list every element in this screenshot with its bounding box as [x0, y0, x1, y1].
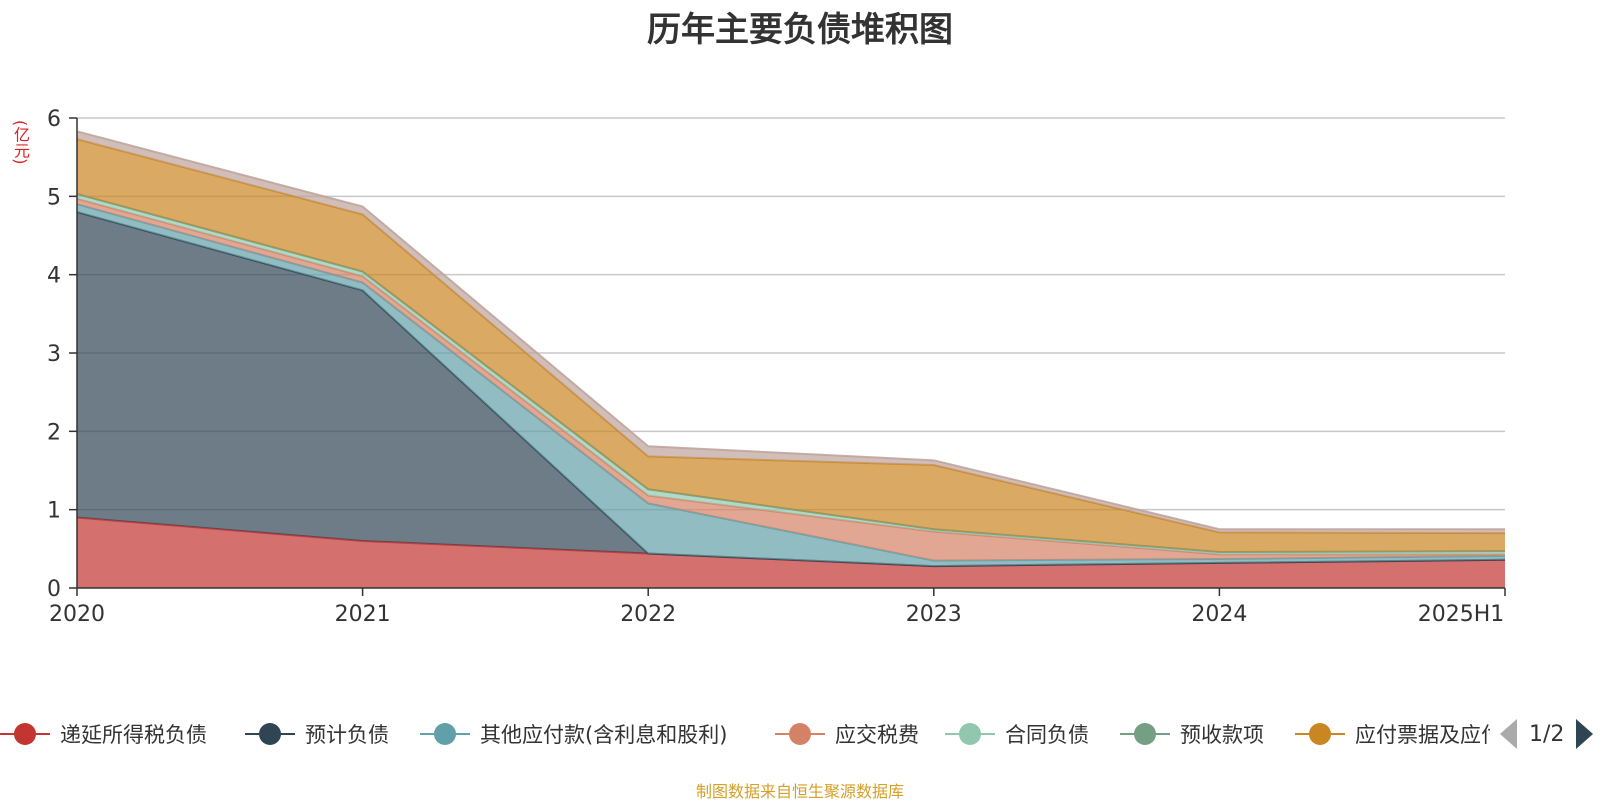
axes: [69, 117, 1506, 596]
y-tick-label: 3: [47, 342, 61, 367]
area-series-8: [77, 131, 1505, 534]
area-series: [76, 130, 1506, 588]
legend-marker-icon: [245, 722, 295, 746]
legend-pager: 1/2: [1500, 716, 1594, 752]
legend-label: 递延所得税负债: [60, 723, 207, 747]
y-tick-label: 4: [47, 264, 61, 289]
chart-title: 历年主要负债堆积图: [647, 10, 953, 50]
y-tick-label: 0: [47, 577, 61, 602]
x-tick-label: 2022: [620, 602, 676, 627]
legend-item[interactable]: 其他应付款(含利息和股利): [420, 716, 727, 752]
legend-marker-icon: [420, 722, 470, 746]
legend-page-indicator: 1/2: [1529, 721, 1565, 747]
legend-item[interactable]: 应交税费: [775, 716, 919, 752]
area-series-7: [77, 139, 1505, 552]
x-tick-label: 2023: [906, 602, 962, 627]
legend-item[interactable]: 预计负债: [245, 716, 389, 752]
legend-marker-icon: [775, 722, 825, 746]
y-tick-label: 2: [47, 420, 61, 445]
legend-marker-icon: [945, 722, 995, 746]
legend-item[interactable]: 预收款项: [1120, 716, 1264, 752]
legend: 递延所得税负债 预计负债 其他应付款(含利息和股利) 应交税费 合同负债 预收款项 应付票据…: [0, 716, 1490, 752]
legend-item[interactable]: 合同负债: [945, 716, 1089, 752]
legend-marker-icon: [1295, 722, 1345, 746]
x-tick-label: 2025H1: [1418, 602, 1505, 627]
legend-label: 合同负债: [1005, 723, 1089, 747]
legend-label: 预计负债: [305, 723, 389, 747]
legend-marker-icon: [1120, 722, 1170, 746]
legend-marker-icon: [0, 722, 50, 746]
area-series-1: [77, 517, 1505, 588]
source-note: 制图数据来自恒生聚源数据库: [695, 782, 904, 801]
series-line-8: [76, 130, 1505, 531]
legend-label: 应交税费: [835, 723, 919, 747]
legend-label: 应付票据及应付账款: [1355, 723, 1490, 747]
y-tick-label: 6: [47, 107, 61, 132]
x-tick-label: 2020: [49, 602, 105, 627]
legend-item[interactable]: 递延所得税负债: [0, 716, 207, 752]
y-axis-unit-label: (亿元): [11, 120, 30, 165]
tick-labels: 0 1 2 3 4 5 6 2020 2021 2022 2023 2024 2025H1: [47, 107, 1504, 627]
y-tick-label: 5: [47, 185, 61, 210]
x-tick-label: 2024: [1191, 602, 1247, 627]
legend-label: 其他应付款(含利息和股利): [480, 723, 728, 747]
y-tick-label: 1: [47, 499, 61, 524]
x-tick-label: 2021: [335, 602, 391, 627]
legend-next-page-icon[interactable]: [1576, 719, 1594, 749]
area-series-2: [77, 212, 1505, 567]
legend-prev-page-icon[interactable]: [1500, 719, 1517, 749]
legend-label: 预收款项: [1180, 723, 1264, 747]
legend-item[interactable]: 应付票据及应付账款: [1295, 716, 1490, 752]
